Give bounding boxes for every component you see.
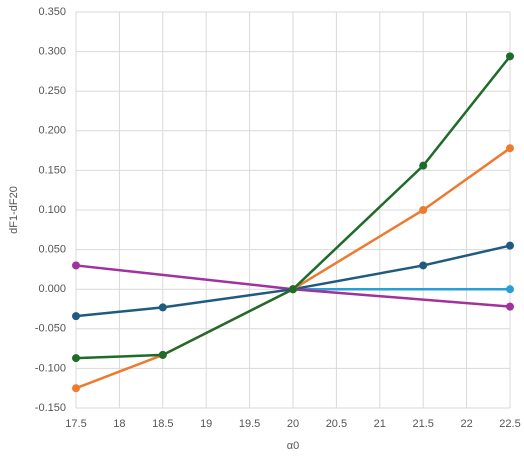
marker	[419, 206, 428, 214]
x-axis-title: α0	[287, 440, 299, 452]
marker	[72, 261, 80, 270]
marker	[506, 285, 514, 294]
y-tick-label: 0.250	[38, 85, 66, 97]
marker	[289, 285, 297, 294]
y-tick-label: 0.350	[38, 6, 66, 18]
marker	[506, 144, 514, 153]
x-tick-label: 19	[200, 418, 212, 430]
marker	[158, 350, 167, 359]
marker	[72, 312, 80, 321]
marker	[72, 384, 80, 393]
x-tick-label: 21.5	[412, 418, 433, 430]
y-axis-title: dF1-dF20	[8, 186, 20, 234]
marker	[419, 161, 428, 170]
x-tick-label: 17.5	[65, 418, 86, 430]
marker	[506, 52, 514, 61]
y-tick-label: -0.100	[35, 362, 66, 374]
y-tick-label: -0.150	[35, 402, 66, 414]
y-tick-label: 0.300	[38, 46, 66, 58]
marker	[506, 302, 514, 311]
x-tick-label: 21	[374, 418, 386, 430]
marker	[158, 303, 167, 312]
y-tick-label: 0.200	[38, 125, 66, 137]
y-tick-label: -0.050	[35, 323, 66, 335]
x-tick-label: 20	[287, 418, 299, 430]
x-tick-label: 22	[460, 418, 472, 430]
y-tick-label: 0.050	[38, 244, 66, 256]
marker	[506, 241, 514, 250]
x-tick-label: 20.5	[326, 418, 347, 430]
x-tick-label: 22.5	[499, 418, 520, 430]
marker	[419, 261, 428, 270]
x-tick-label: 19.5	[239, 418, 260, 430]
x-tick-label: 18.5	[152, 418, 173, 430]
y-tick-label: 0.150	[38, 164, 66, 176]
y-tick-label: 0.000	[38, 283, 66, 295]
x-tick-label: 18	[113, 418, 125, 430]
y-tick-label: 0.100	[38, 204, 66, 216]
marker	[72, 354, 80, 363]
